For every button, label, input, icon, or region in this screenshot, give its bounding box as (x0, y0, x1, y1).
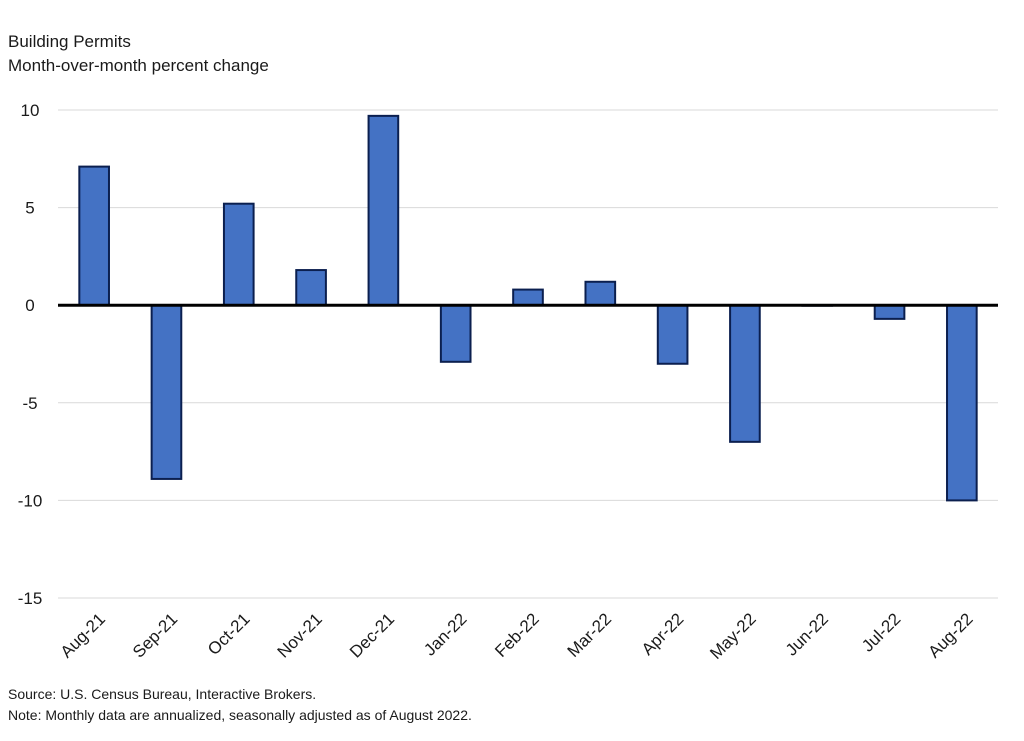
bar-oct-21 (222, 202, 255, 307)
x-tick-label: Feb-22 (491, 609, 543, 661)
x-tick-label: Mar-22 (564, 609, 616, 661)
bar-apr-22 (656, 304, 689, 365)
x-tick-label: Oct-21 (204, 609, 254, 659)
bar-mar-22 (584, 280, 617, 307)
bar-chart: 10 5 0 -5 -10 -15 Aug-21 Sep-21 Oct-21 Nov-21 Dec… (18, 101, 998, 663)
x-tick-label: Aug-22 (924, 609, 976, 661)
bar-may-22 (729, 304, 761, 443)
x-tick-label: Jun-22 (782, 609, 832, 659)
x-tick-label: Sep-21 (129, 609, 181, 661)
source-note: Source: U.S. Census Bureau, Interactive … (8, 686, 317, 702)
bar-feb-22 (512, 288, 544, 307)
chart-footer: Source: U.S. Census Bureau, Interactive … (8, 684, 472, 726)
y-tick-label: 5 (25, 199, 34, 218)
chart-title-block: Building Permits Month-over-month percen… (8, 30, 269, 78)
y-tick-label: 10 (21, 101, 40, 120)
chart-title: Building Permits (8, 32, 131, 51)
y-tick-label: -10 (18, 491, 43, 510)
x-tick-label: Aug-21 (57, 609, 109, 661)
bar-nov-21 (295, 269, 327, 307)
bar-jan-22 (439, 304, 472, 363)
chart-subtitle: Month-over-month percent change (8, 56, 269, 75)
x-axis-tick-labels: Aug-21 Sep-21 Oct-21 Nov-21 Dec-21 Jan-22 Feb-… (57, 609, 977, 663)
x-tick-label: Dec-21 (346, 609, 398, 661)
x-tick-label: Apr-22 (638, 609, 688, 659)
y-tick-label: -5 (22, 394, 37, 413)
data-note: Note: Monthly data are annualized, seaso… (8, 707, 472, 723)
bar-aug-21 (78, 165, 110, 307)
x-tick-label: Nov-21 (274, 609, 326, 661)
bar-sep-21 (150, 304, 183, 480)
x-tick-label: Jul-22 (858, 609, 904, 655)
bar-aug-22 (946, 304, 978, 502)
bar-dec-21 (367, 114, 400, 307)
y-axis-tick-labels: 10 5 0 -5 -10 -15 (18, 101, 43, 608)
y-tick-label: -15 (18, 589, 43, 608)
bars (78, 114, 978, 502)
y-tick-label: 0 (25, 296, 34, 315)
x-tick-label: Jan-22 (420, 609, 470, 659)
gridlines (58, 109, 998, 599)
x-tick-label: May-22 (706, 609, 760, 663)
bar-jul-22 (873, 304, 906, 320)
